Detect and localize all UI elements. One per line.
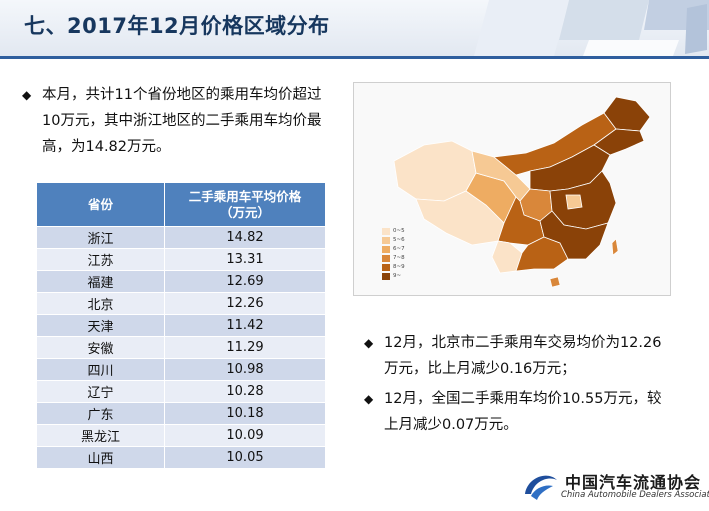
cell-province: 浙江 [36,226,165,249]
cell-province: 江苏 [36,248,165,271]
bullet-summary-text: 本月，共计11个省份地区的乘用车均价超过10万元，其中浙江地区的二手乘用车均价最… [42,87,322,155]
table-row: 江苏 13.31 [36,248,326,271]
legend-label: 5~6 [393,236,405,243]
header-decoration [474,0,709,56]
province-price-table: 省份 二手乘用车平均价格 （万元） 浙江 14.82 江苏 13.31 福建 12.6… [36,182,326,469]
legend-label: 7~8 [393,254,405,261]
cada-logo: 中国汽车流通协会 China Automobile Dealers Associ… [517,466,709,510]
column-header-province: 省份 [36,182,165,227]
column-header-price-line1: 二手乘用车平均价格 [188,188,302,204]
legend-item: 0~5 [382,227,422,235]
column-header-price-line2: （万元） [219,204,270,220]
cell-price: 11.29 [164,336,326,359]
table-row: 安徽 11.29 [36,336,326,359]
slide-header: 七、2017年12月价格区域分布 [0,0,709,56]
legend-label: 6~7 [393,245,405,252]
china-price-map [353,82,671,296]
table-header-row: 省份 二手乘用车平均价格 （万元） [36,182,326,227]
cell-price: 10.18 [164,402,326,425]
table-row: 浙江 14.82 [36,226,326,249]
table-row: 山西 10.05 [36,446,326,469]
cell-price: 14.82 [164,226,326,249]
cell-province: 北京 [36,292,165,315]
cell-province: 安徽 [36,336,165,359]
cell-price: 10.05 [164,446,326,469]
cell-province: 山西 [36,446,165,469]
cell-price: 10.09 [164,424,326,447]
bullet-summary: ◆ 本月，共计11个省份地区的乘用车均价超过10万元，其中浙江地区的二手乘用车均… [22,82,322,160]
legend-swatch [382,245,390,253]
legend-item: 7~8 [382,254,422,262]
legend-swatch [382,227,390,235]
cell-price: 12.69 [164,270,326,293]
cell-province: 黑龙江 [36,424,165,447]
legend-label: 8~9 [393,263,405,270]
legend-swatch [382,272,390,280]
table-row: 广东 10.18 [36,402,326,425]
bullet-national: ◆ 12月，全国二手乘用车均价10.55万元，较上月减少0.07万元。 [364,386,674,438]
cell-price: 11.42 [164,314,326,337]
diamond-bullet-icon: ◆ [22,88,32,102]
legend-item: 9~ [382,272,422,280]
table-row: 黑龙江 10.09 [36,424,326,447]
legend-swatch [382,263,390,271]
cell-province: 福建 [36,270,165,293]
cell-price: 10.98 [164,358,326,381]
legend-label: 0~5 [393,227,405,234]
slide-title: 七、2017年12月价格区域分布 [24,14,330,38]
bullet-national-text: 12月，全国二手乘用车均价10.55万元，较上月减少0.07万元。 [384,391,662,433]
column-header-price: 二手乘用车平均价格 （万元） [164,182,326,227]
logo-chinese-name: 中国汽车流通协会 [565,473,702,492]
table-row: 福建 12.69 [36,270,326,293]
cell-province: 广东 [36,402,165,425]
diamond-bullet-icon: ◆ [364,336,374,350]
legend-item: 6~7 [382,245,422,253]
logo-english-name: China Automobile Dealers Association [561,490,709,500]
table-row: 北京 12.26 [36,292,326,315]
map-legend: 0~5 5~6 6~7 7~8 8~9 9~ [382,227,422,281]
cell-price: 10.28 [164,380,326,403]
legend-item: 8~9 [382,263,422,271]
table-row: 四川 10.98 [36,358,326,381]
cell-province: 天津 [36,314,165,337]
bullet-beijing-text: 12月，北京市二手乘用车交易均价为12.26万元，比上月减少0.16万元； [384,335,662,377]
china-map-graphic [393,96,651,288]
table-row: 天津 11.42 [36,314,326,337]
cell-price: 12.26 [164,292,326,315]
legend-item: 5~6 [382,236,422,244]
diamond-bullet-icon: ◆ [364,392,374,406]
legend-swatch [382,254,390,262]
cada-logo-mark [525,475,557,500]
legend-swatch [382,236,390,244]
table-row: 辽宁 10.28 [36,380,326,403]
header-divider [0,56,709,59]
bullet-beijing: ◆ 12月，北京市二手乘用车交易均价为12.26万元，比上月减少0.16万元； [364,330,674,382]
legend-label: 9~ [393,272,402,279]
cell-province: 辽宁 [36,380,165,403]
cell-price: 13.31 [164,248,326,271]
cell-province: 四川 [36,358,165,381]
